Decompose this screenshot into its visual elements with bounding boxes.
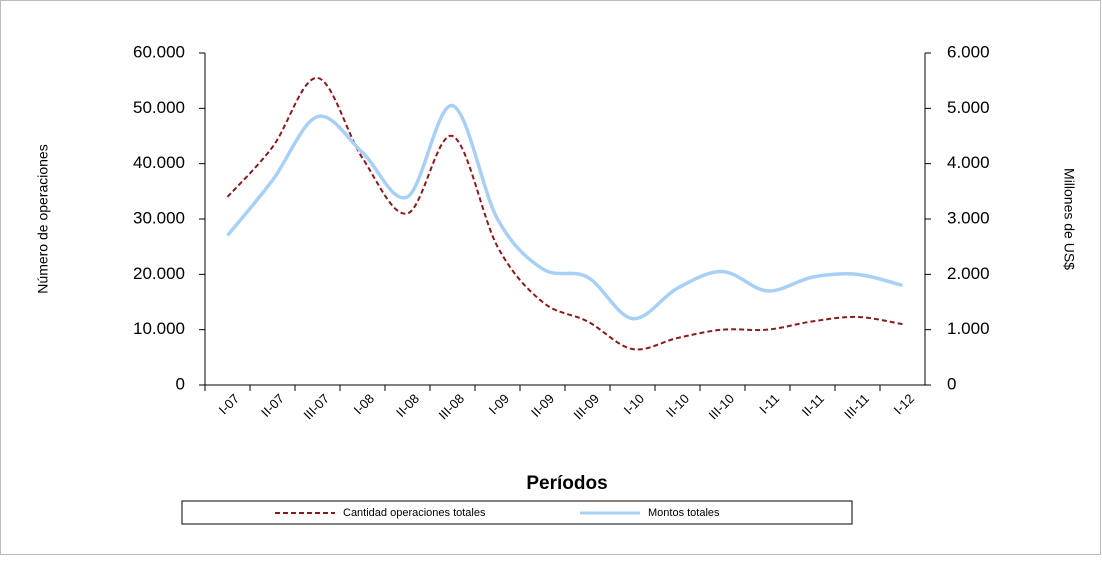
y-axis-title: Número de operaciones xyxy=(35,144,51,293)
y2-tick-label: 0 xyxy=(947,374,956,393)
legend xyxy=(181,500,853,525)
y-tick-label: 40.000 xyxy=(133,153,185,172)
y-tick-label: 50.000 xyxy=(133,98,185,117)
y2-tick-label: 6.000 xyxy=(947,42,990,61)
x-axis-title: Períodos xyxy=(526,473,607,494)
y2-tick-label: 1.000 xyxy=(947,319,990,338)
y-tick-label: 20.000 xyxy=(133,264,185,283)
y-tick-label: 60.000 xyxy=(133,42,185,61)
y2-axis-title: Millones de US$ xyxy=(1061,168,1077,270)
y-tick-label: 30.000 xyxy=(133,208,185,227)
series-line xyxy=(226,103,903,321)
y-tick-label: 10.000 xyxy=(133,319,185,338)
legend-label: Cantidad operaciones totales xyxy=(343,507,486,519)
y2-tick-label: 5.000 xyxy=(947,98,990,117)
series-line xyxy=(226,76,903,351)
y2-tick-label: 2.000 xyxy=(947,264,990,283)
y2-tick-label: 3.000 xyxy=(947,208,990,227)
y2-tick-label: 4.000 xyxy=(947,153,990,172)
legend-label: Montos totales xyxy=(648,507,720,519)
y-tick-label: 0 xyxy=(176,374,185,393)
